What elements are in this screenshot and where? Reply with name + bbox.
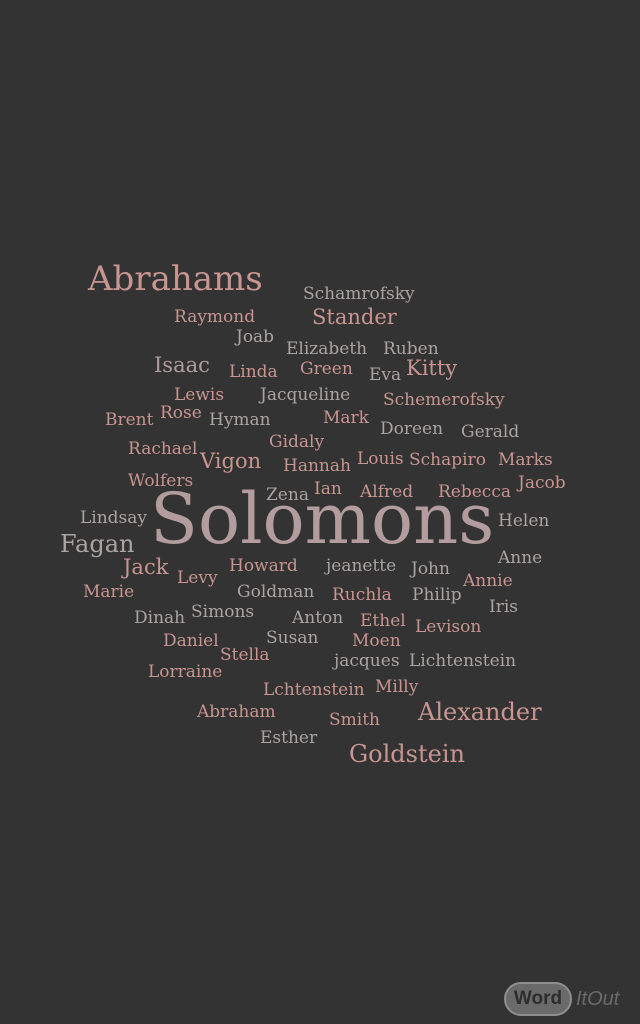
word-susan: Susan: [266, 628, 319, 648]
word-jacob: Jacob: [518, 473, 566, 493]
word-john: John: [411, 559, 450, 579]
word-isaac: Isaac: [154, 353, 210, 377]
word-joab: Joab: [236, 327, 275, 347]
word-elizabeth: Elizabeth: [286, 339, 368, 359]
word-stander: Stander: [312, 305, 397, 329]
word-rebecca: Rebecca: [438, 482, 511, 502]
word-jacqueline: Jacqueline: [260, 385, 351, 405]
word-wolfers: Wolfers: [128, 471, 194, 491]
word-howard: Howard: [229, 556, 298, 576]
logo-word-badge: Word: [504, 982, 572, 1016]
word-goldstein: Goldstein: [349, 740, 465, 768]
word-brent: Brent: [105, 410, 154, 430]
word-anne: Anne: [498, 548, 543, 568]
word-ruben: Ruben: [383, 339, 439, 359]
word-schapiro: Schapiro: [409, 450, 486, 470]
word-lchtenstein: Lchtenstein: [263, 680, 365, 700]
word-linda: Linda: [229, 362, 278, 382]
word-philip: Philip: [412, 585, 462, 605]
word-louis: Louis: [357, 449, 404, 469]
word-vigon: Vigon: [200, 449, 262, 473]
word-stella: Stella: [220, 645, 270, 665]
word-doreen: Doreen: [380, 419, 444, 439]
word-rose: Rose: [160, 403, 202, 423]
word-marks: Marks: [498, 450, 553, 470]
word-schamrofsky: Schamrofsky: [303, 284, 415, 304]
word-smith: Smith: [329, 710, 380, 730]
word-eva: Eva: [369, 365, 402, 385]
word-annie: Annie: [463, 571, 513, 591]
word-milly: Milly: [375, 677, 419, 697]
word-gidaly: Gidaly: [269, 432, 325, 452]
word-raymond: Raymond: [174, 307, 256, 327]
word-abrahams: Abrahams: [88, 259, 263, 299]
word-jack: Jack: [123, 555, 169, 579]
word-anton: Anton: [292, 608, 344, 628]
word-lindsay: Lindsay: [80, 508, 148, 528]
word-jacques: jacques: [334, 651, 400, 671]
word-hyman: Hyman: [209, 410, 271, 430]
word-ian: Ian: [314, 479, 342, 499]
word-abraham: Abraham: [197, 702, 276, 722]
word-fagan: Fagan: [60, 530, 135, 558]
word-rachael: Rachael: [128, 439, 198, 459]
word-iris: Iris: [489, 597, 519, 617]
word-mark: Mark: [323, 408, 369, 428]
word-lorraine: Lorraine: [148, 662, 223, 682]
word-levy: Levy: [177, 568, 218, 588]
word-dinah: Dinah: [134, 608, 186, 628]
word-gerald: Gerald: [461, 422, 520, 442]
word-helen: Helen: [498, 511, 550, 531]
word-levison: Levison: [415, 617, 482, 637]
word-kitty: Kitty: [406, 356, 458, 380]
word-lichtenstein: Lichtenstein: [409, 651, 517, 671]
word-schemerofsky: Schemerofsky: [383, 390, 505, 410]
word-simons: Simons: [191, 602, 255, 622]
word-marie: Marie: [83, 582, 135, 602]
word-alexander: Alexander: [418, 698, 542, 726]
word-hannah: Hannah: [283, 456, 351, 476]
word-alfred: Alfred: [360, 482, 414, 502]
wordle-logo[interactable]: Word ItOut: [504, 982, 634, 1018]
word-ethel: Ethel: [360, 611, 406, 631]
word-ruchla: Ruchla: [332, 585, 392, 605]
word-lewis: Lewis: [174, 385, 225, 405]
word-jeanette: jeanette: [326, 556, 397, 576]
word-moen: Moen: [352, 631, 401, 651]
word-esther: Esther: [260, 728, 318, 748]
word-daniel: Daniel: [163, 631, 219, 651]
word-green: Green: [300, 359, 353, 379]
logo-itout-text: ItOut: [576, 988, 620, 1010]
word-solomons: Solomons: [150, 478, 495, 560]
word-zena: Zena: [266, 485, 309, 505]
word-goldman: Goldman: [237, 582, 315, 602]
